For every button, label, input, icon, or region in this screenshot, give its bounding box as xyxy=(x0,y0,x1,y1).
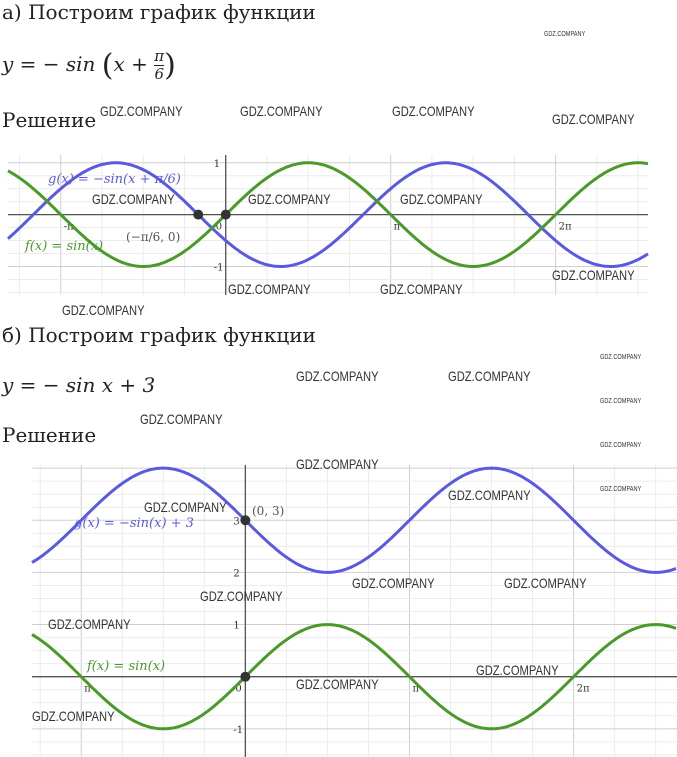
watermark: GDZ.COMPANY xyxy=(144,499,227,515)
part-b-formula: y = − sin x + 3 xyxy=(2,373,156,397)
watermark-small: GDZ.COMPANY xyxy=(600,486,642,493)
watermark: GDZ.COMPANY xyxy=(248,191,331,207)
chart-b: π 0 π 2π 3 2 1 -1 g(x) = −sin(x) + 3 f(x) = sin(x… xyxy=(31,465,677,757)
point-label: (0, 3) xyxy=(252,504,284,518)
point-marker xyxy=(240,671,251,682)
formula-prefix: y = − sin xyxy=(2,52,96,76)
series-label: g(x) = −sin(x) + 3 xyxy=(74,516,194,531)
watermark-small: GDZ.COMPANY xyxy=(600,442,642,449)
x-tick-label: π xyxy=(84,684,91,695)
watermark: GDZ.COMPANY xyxy=(552,267,635,283)
point-marker xyxy=(220,209,231,220)
watermark-small: GDZ.COMPANY xyxy=(600,398,642,405)
point-marker xyxy=(193,209,204,220)
series-label: f(x) = sin(x) xyxy=(86,659,165,674)
x-tick-label: π xyxy=(412,684,419,695)
watermark: GDZ.COMPANY xyxy=(476,662,559,678)
watermark: GDZ.COMPANY xyxy=(296,676,379,692)
frac-den: 6 xyxy=(154,65,164,83)
x-tick-label: 0 xyxy=(235,684,241,695)
watermark: GDZ.COMPANY xyxy=(380,281,463,297)
watermark: GDZ.COMPANY xyxy=(296,456,379,472)
watermark: GDZ.COMPANY xyxy=(100,103,183,119)
x-tick-label: 0 xyxy=(216,222,222,233)
y-tick-label: -1 xyxy=(214,262,224,273)
watermark: GDZ.COMPANY xyxy=(296,368,379,384)
chart-a: -π 0 π 2π 1 -1 g(x) = −sin(x + π/6) f(x) = sin(… xyxy=(6,155,649,295)
watermark: GDZ.COMPANY xyxy=(400,191,483,207)
watermark: GDZ.COMPANY xyxy=(140,411,223,427)
watermark: GDZ.COMPANY xyxy=(200,588,283,604)
y-tick-label: 1 xyxy=(214,159,220,170)
y-tick-label: 1 xyxy=(233,621,239,632)
part-b-heading: б) Построим график функции xyxy=(2,323,316,347)
point-label: (−π/6, 0) xyxy=(126,230,180,244)
watermark: GDZ.COMPANY xyxy=(552,111,635,127)
watermark: GDZ.COMPANY xyxy=(62,302,145,318)
watermark: GDZ.COMPANY xyxy=(32,708,115,724)
series-label: g(x) = −sin(x + π/6) xyxy=(48,172,181,187)
part-b-solution: Решение xyxy=(2,423,97,447)
watermark: GDZ.COMPANY xyxy=(240,103,323,119)
point-marker xyxy=(240,515,251,526)
formula-inner: x + xyxy=(113,52,148,76)
y-tick-label: 3 xyxy=(233,516,239,527)
part-a-formula: y = − sin (x + π 6) xyxy=(2,47,176,84)
series-line-f xyxy=(31,623,677,731)
series-line-g xyxy=(31,466,677,574)
x-tick-label: -π xyxy=(64,222,74,233)
watermark: GDZ.COMPANY xyxy=(48,616,131,632)
x-tick-label: 2π xyxy=(559,222,572,233)
x-tick-label: 2π xyxy=(577,684,590,695)
y-tick-label: -1 xyxy=(233,725,243,736)
series-label: f(x) = sin(x) xyxy=(24,239,103,254)
watermark: GDZ.COMPANY xyxy=(228,281,311,297)
watermark-small: GDZ.COMPANY xyxy=(600,354,642,361)
x-tick-label: π xyxy=(394,222,401,233)
part-a-heading: а) Построим график функции xyxy=(2,0,316,24)
series-line-f xyxy=(7,161,649,268)
watermark: GDZ.COMPANY xyxy=(392,103,475,119)
watermark: GDZ.COMPANY xyxy=(352,575,435,591)
part-a-solution: Решение xyxy=(2,108,97,132)
watermark: GDZ.COMPANY xyxy=(448,368,531,384)
y-tick-label: 2 xyxy=(233,568,239,579)
watermark: GDZ.COMPANY xyxy=(448,487,531,503)
watermark: GDZ.COMPANY xyxy=(504,575,587,591)
watermark-small: GDZ.COMPANY xyxy=(544,31,586,38)
watermark: GDZ.COMPANY xyxy=(92,191,175,207)
frac-num: π xyxy=(154,47,165,66)
